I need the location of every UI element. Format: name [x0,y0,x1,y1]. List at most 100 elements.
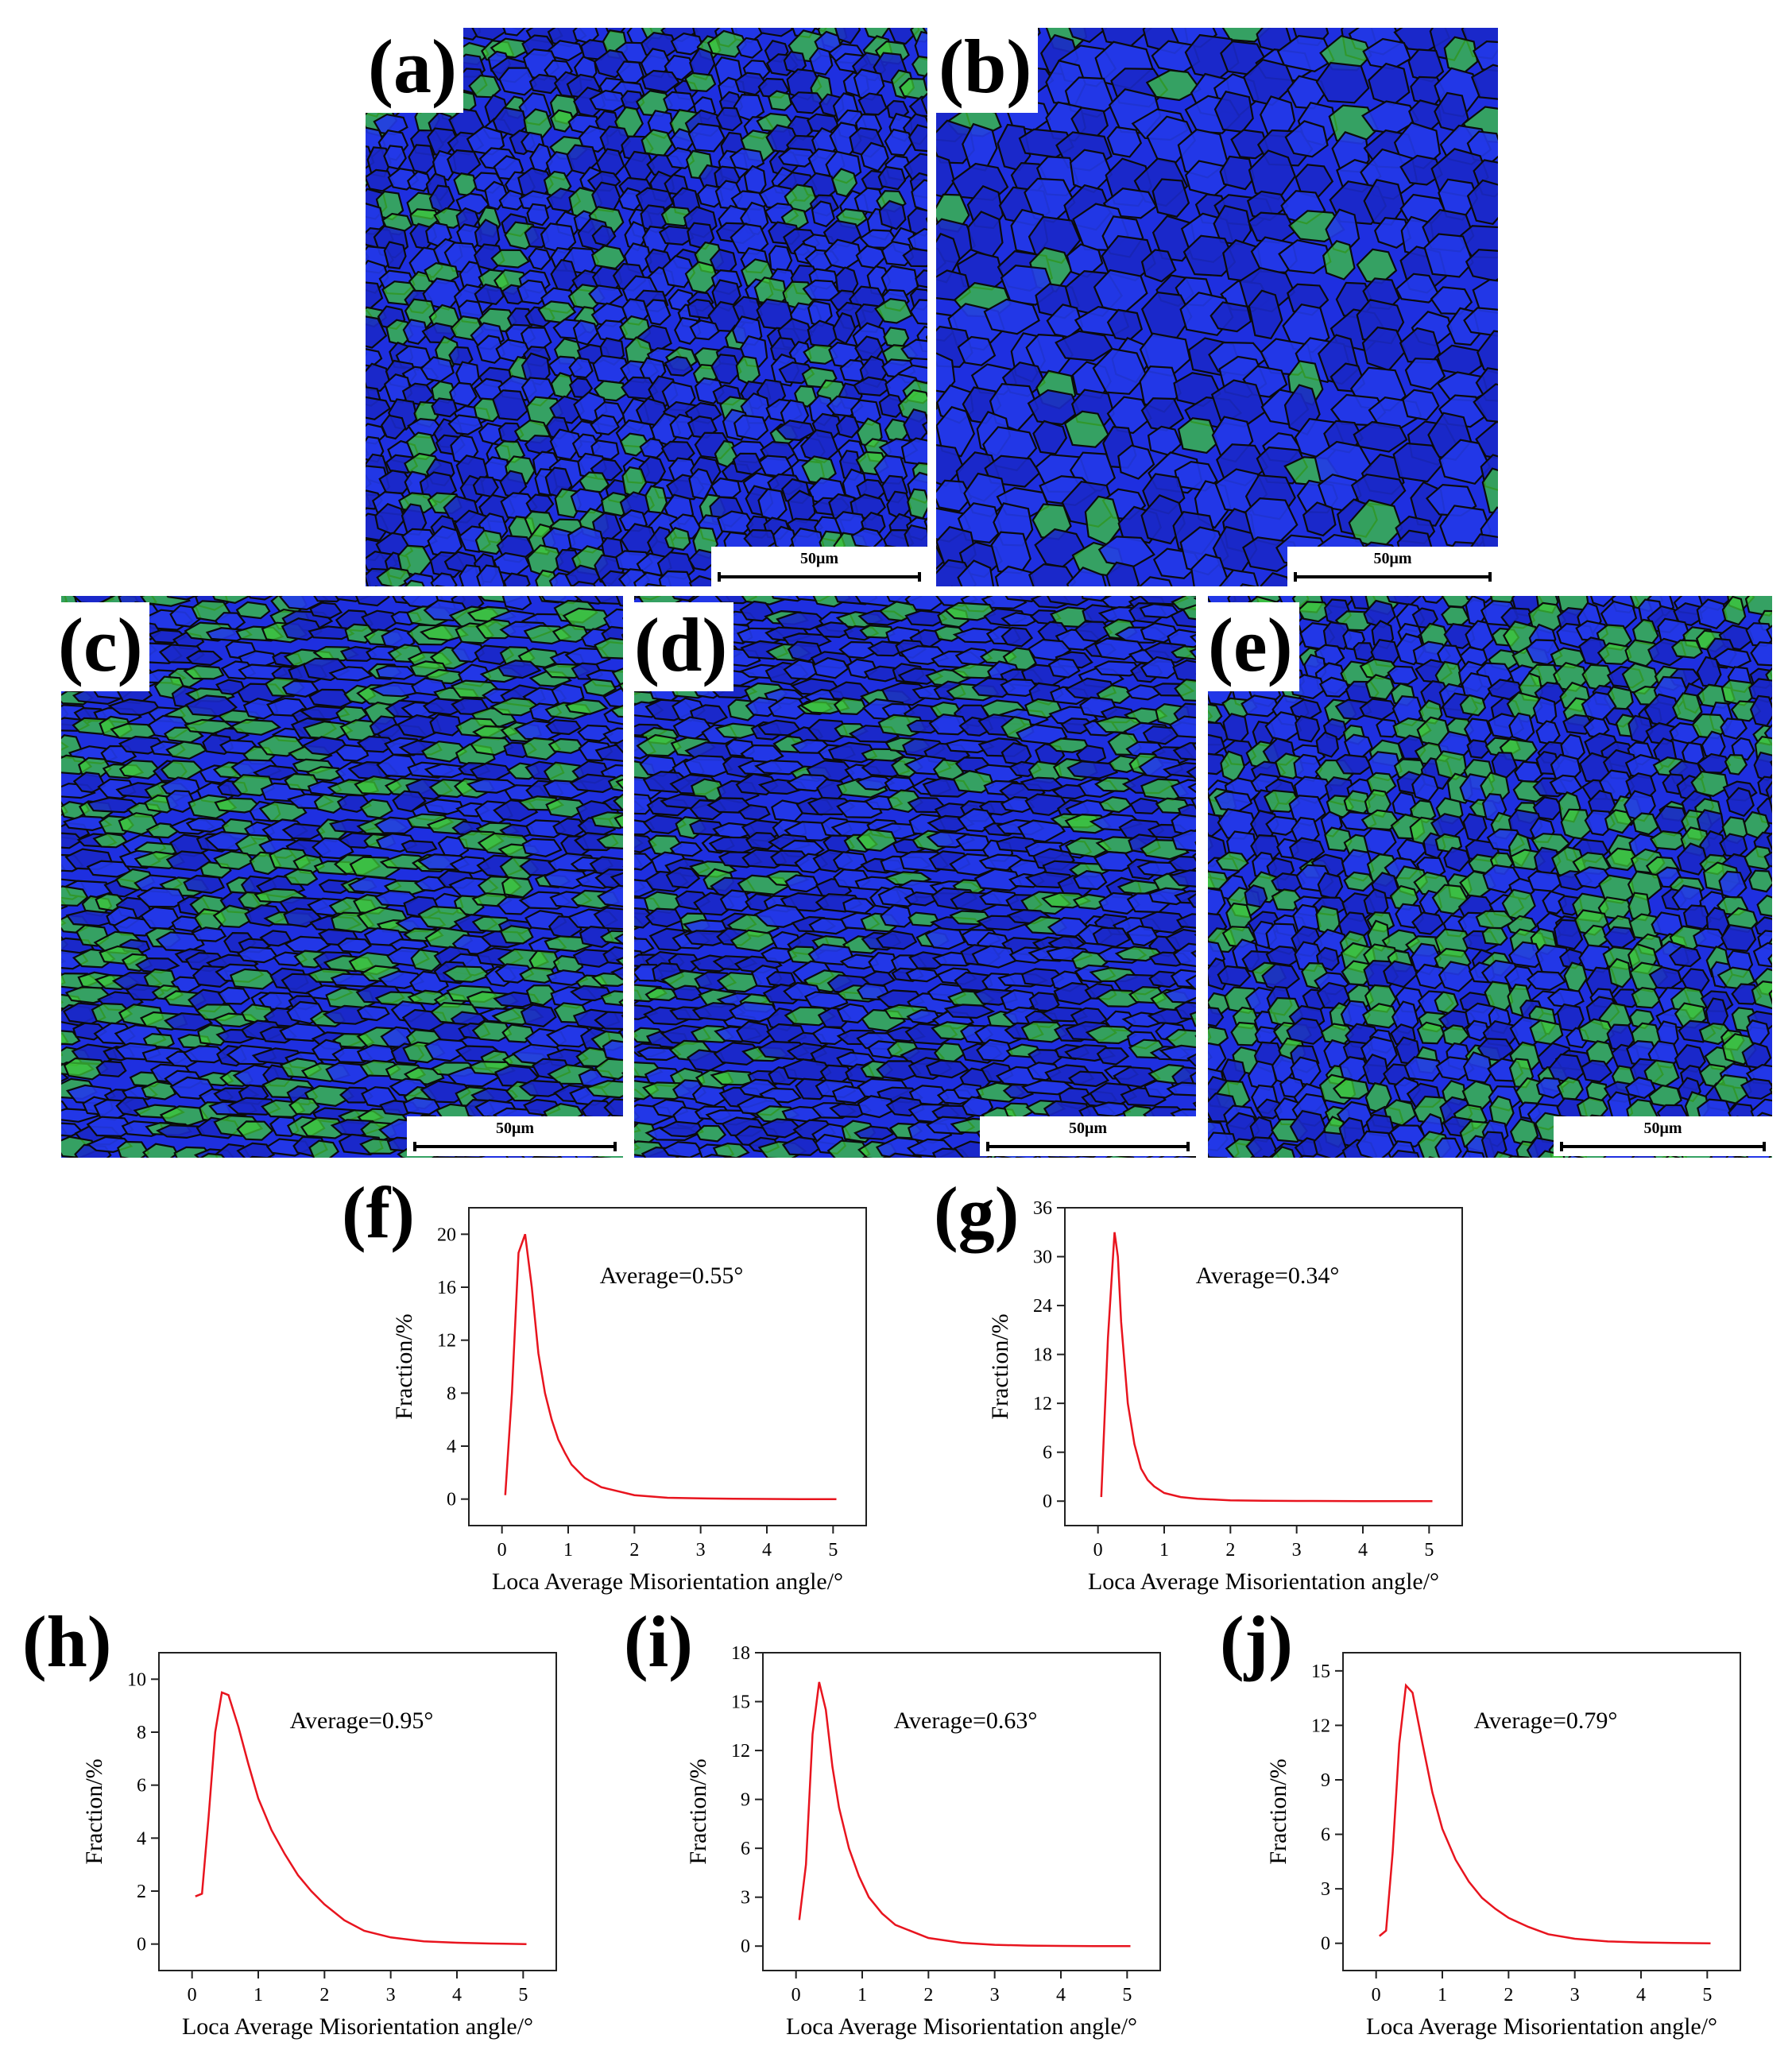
grain [378,470,413,494]
grain [401,840,438,855]
scalebar-line-c [413,1145,617,1148]
grain [548,737,585,754]
grain [356,735,397,753]
grain [86,1116,134,1138]
grain [118,759,162,779]
grain [983,298,1040,335]
scalebar-tick [613,1142,617,1151]
grain [217,986,251,1005]
grain [336,937,373,954]
grain [877,165,907,191]
grain [602,1039,623,1062]
grain [594,1011,623,1031]
grain [236,946,279,964]
grain [568,357,594,379]
grain [594,596,623,605]
grain [1093,660,1142,677]
grain [498,189,524,211]
grain [613,793,623,810]
grain [474,283,505,305]
grain [305,766,346,782]
grain [1174,678,1196,702]
grain [1466,179,1498,226]
grain [408,144,436,174]
grain [767,90,792,111]
grain [936,479,973,512]
grain [596,833,623,850]
grain [911,179,927,212]
grain [859,625,896,639]
scalebar-tick [718,572,721,582]
grain [768,696,809,720]
grain [383,241,407,269]
grain [928,713,970,736]
grain [141,1143,179,1158]
grain [61,885,89,907]
grain [72,772,106,794]
grain [613,814,623,829]
ebsd-map-b [936,28,1498,586]
grain [432,1156,459,1158]
grain [191,926,227,942]
x-axis-label: Loca Average Misorientation angle/° [1366,2013,1717,2040]
grain [526,203,550,226]
grain [670,32,704,56]
grain [1230,129,1269,160]
grain [591,972,623,988]
scalebar-a: 50μm [711,547,927,586]
grain [376,567,413,586]
grain [590,1156,612,1158]
grain [835,414,861,439]
grain [1239,583,1259,586]
grain [615,957,623,967]
grain [490,249,531,269]
grain [185,817,230,834]
grain [492,389,528,421]
plot-frame [1342,1652,1741,1971]
grain [641,69,680,94]
grain [1001,626,1034,648]
grain [87,796,140,814]
grain [900,338,927,361]
grain [1004,596,1041,602]
grain [1189,633,1196,644]
grain [610,966,623,981]
grain [642,814,687,835]
grain [613,933,623,946]
grain [736,37,763,59]
grain [857,92,888,116]
grain [706,29,748,58]
grain [611,667,623,686]
grain [1060,718,1095,735]
grain [230,718,281,736]
grain [141,1081,177,1100]
grain [1093,776,1137,793]
grain [590,414,621,435]
grain [834,28,861,44]
grain [1106,126,1143,158]
grain [1190,553,1229,586]
grain [900,437,927,466]
grain [1028,563,1077,586]
grain [474,529,505,555]
grain [476,335,506,364]
grain [199,1152,226,1158]
grain [1024,793,1068,816]
grain [185,650,223,667]
grain [1140,249,1177,283]
grain [92,832,128,849]
grain [1055,330,1113,362]
grain [519,966,558,984]
grain-layer [61,596,623,1158]
grain [281,679,319,698]
grain [814,621,854,639]
grain [802,279,841,302]
grain [1192,741,1196,751]
grain [278,596,329,611]
x-tick-label: 5 [1702,1985,1712,2006]
grain [518,1079,567,1097]
grain [1399,154,1443,186]
grain [732,452,764,476]
grain [107,698,161,716]
grain [214,797,264,814]
